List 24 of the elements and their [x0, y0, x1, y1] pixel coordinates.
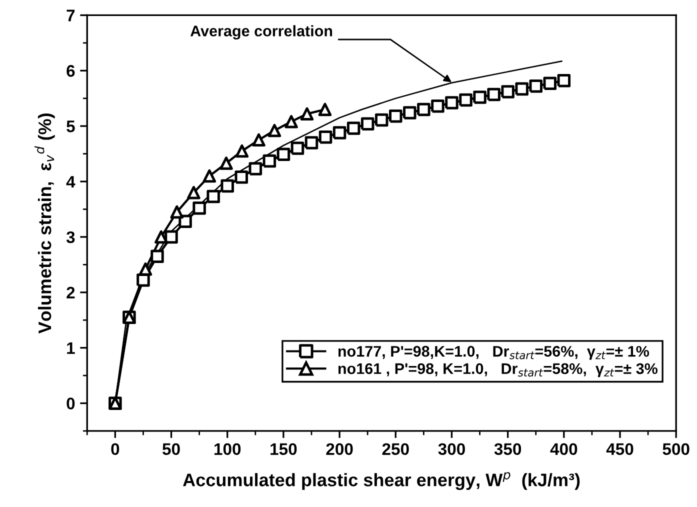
- y-tick-label: 4: [66, 176, 76, 188]
- x-tick-label: 400: [550, 443, 578, 455]
- x-tick-label: 50: [162, 443, 180, 455]
- x-tick-label: 250: [382, 443, 409, 455]
- y-tick-label: 6: [66, 65, 75, 77]
- y-tick-label: 1: [67, 342, 75, 354]
- y-axis-title: Volumetric strain, ε$_{v}$$^{d}$ (%): [34, 114, 55, 334]
- x-tick-label: 300: [438, 443, 465, 456]
- x-tick-label: 500: [662, 443, 690, 455]
- legend-label: no161 , P'=98, K=1.0, Dr$_{start}$=58%, γ$_{zt}$=± 3%: [338, 363, 658, 378]
- legend-label: no177, P'=98,K=1.0, Dr$_{start}$=56%, γ$_{zt}$=± 1%: [338, 346, 650, 360]
- x-tick-label: 200: [326, 443, 353, 455]
- x-tick-label: 150: [270, 443, 297, 455]
- x-tick-label: 100: [214, 443, 241, 455]
- y-tick-label: 5: [66, 120, 75, 132]
- x-tick-label: 450: [606, 443, 634, 455]
- annotation: Average correlation: [190, 25, 332, 40]
- y-tick-label: 3: [66, 231, 75, 244]
- y-tick-label: 7: [66, 10, 75, 22]
- y-tick-label: 0: [66, 398, 75, 410]
- x-axis-title: Accumulated plastic shear energy, W$^{p}$ (kJ/m³): [182, 472, 580, 490]
- x-tick-label: 350: [494, 443, 522, 456]
- x-tick-label: 0: [111, 443, 120, 455]
- y-tick-label: 2: [66, 286, 75, 298]
